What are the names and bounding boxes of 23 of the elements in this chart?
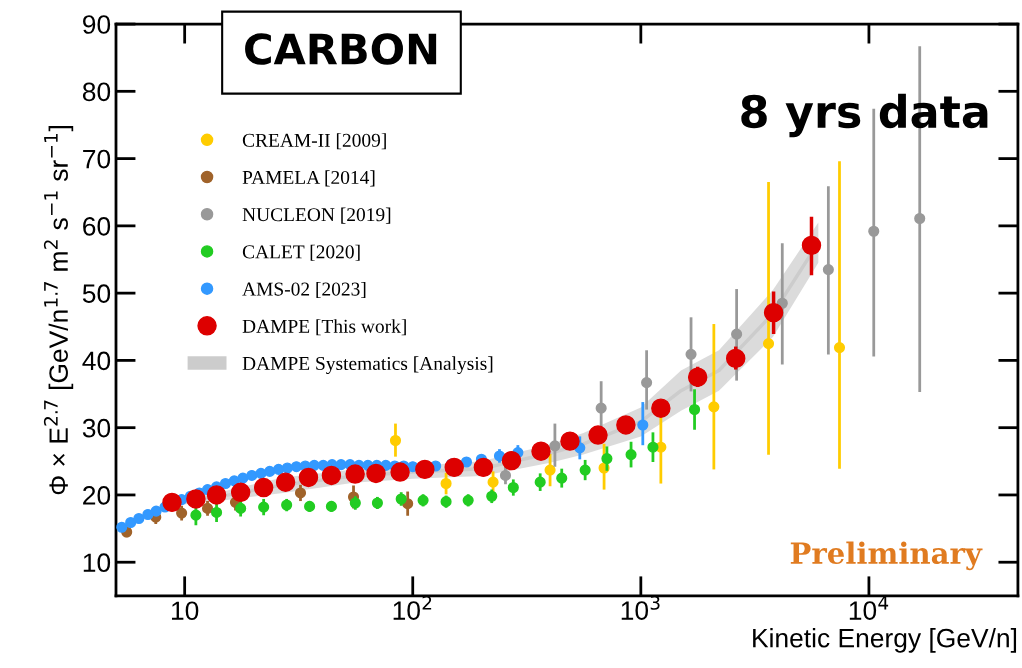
legend-label: CREAM-II [2009]	[242, 133, 386, 150]
y-tick-label: 30	[82, 418, 111, 438]
y-tick-label: 80	[82, 82, 111, 102]
y-tick-label: 90	[83, 15, 111, 34]
legend-label: CALET [2020]	[242, 244, 360, 261]
chart-title: CARBON	[245, 33, 437, 65]
y-tick-label: 50	[82, 284, 111, 303]
legend-label: DAMPE [This work]	[242, 319, 406, 336]
y-tick-label: 40	[82, 351, 111, 371]
x-axis-title: Kinetic Energy [GeV/n]	[753, 628, 1017, 653]
annotation: Preliminary	[790, 541, 983, 571]
text: Φ × E$^{2.7}$ [GeV/n$^{1.7}$ m$^{2}$ s$^{−1}$ sr$^{−1}$]	[43, 126, 74, 495]
legend-label: PAMELA [2014]	[242, 170, 375, 187]
y-tick-label: 20	[83, 486, 111, 505]
legend-label: AMS-02 [2023]	[242, 281, 366, 299]
y-tick-label: 10	[83, 553, 111, 573]
legend-label: NUCLEON [2019]	[242, 207, 391, 224]
legend-label: DAMPE Systematics [Analysis]	[242, 356, 493, 375]
annotation: 8 yrs data	[741, 93, 988, 138]
x-tick-label: 10$^{4}$	[849, 596, 889, 620]
x-tick-label: 10	[172, 601, 199, 621]
y-tick-label: 60	[83, 217, 111, 236]
y-tick-label: 70	[83, 149, 111, 169]
